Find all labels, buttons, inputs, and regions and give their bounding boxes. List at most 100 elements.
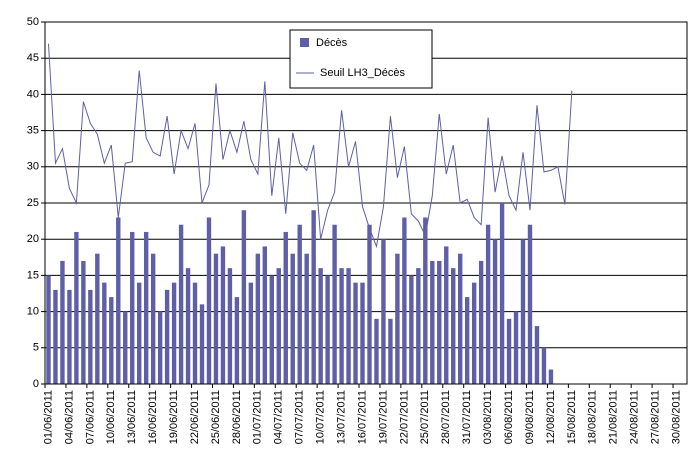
y-tick-label: 5	[33, 342, 39, 354]
bar	[123, 311, 128, 384]
bar	[478, 260, 484, 384]
y-tick-label: 0	[33, 378, 39, 390]
bar	[318, 268, 323, 384]
bar	[46, 275, 51, 384]
bar	[325, 275, 330, 384]
bar	[164, 289, 170, 384]
bar	[276, 268, 281, 384]
x-tick-label: 30/08/2011	[670, 390, 682, 444]
bar	[395, 253, 400, 384]
bar	[290, 253, 295, 384]
x-tick-label: 22/07/2011	[398, 390, 410, 444]
plot-border	[44, 21, 688, 385]
bar	[199, 304, 205, 384]
x-tick-label: 28/07/2011	[440, 390, 452, 444]
x-tick-label: 12/08/2011	[545, 390, 557, 444]
bar	[234, 297, 240, 384]
bar	[67, 289, 72, 384]
bar	[304, 253, 309, 384]
x-tick-label: 16/07/2011	[356, 390, 368, 444]
bar	[360, 282, 365, 384]
bar	[185, 268, 191, 384]
x-tick-label: 01/07/2011	[252, 390, 264, 444]
x-tick-label: 13/06/2011	[126, 390, 138, 444]
bar	[283, 231, 288, 384]
bar	[157, 311, 163, 384]
bar	[458, 253, 463, 384]
y-tick-label: 40	[27, 88, 39, 100]
bar	[402, 217, 407, 384]
legend-swatch	[300, 38, 309, 47]
bar	[374, 318, 379, 384]
y-tick-label: 10	[27, 306, 39, 318]
bar	[269, 275, 274, 384]
bar	[388, 318, 393, 384]
bar	[74, 231, 79, 384]
bar	[451, 268, 456, 384]
bar	[109, 297, 114, 384]
x-tick-label: 25/07/2011	[419, 390, 431, 444]
x-tick-label: 13/07/2011	[335, 390, 347, 444]
y-tick-label: 45	[27, 52, 39, 64]
bar	[367, 224, 372, 384]
y-tick-label: 30	[27, 161, 39, 173]
bar	[311, 210, 316, 384]
line	[47, 43, 573, 249]
bar	[541, 347, 547, 384]
bar	[471, 282, 477, 384]
legend-box	[289, 29, 433, 89]
x-tick-label: 25/06/2011	[210, 390, 222, 444]
bar	[60, 260, 65, 384]
bar	[143, 231, 149, 384]
bar	[53, 289, 58, 384]
x-tick-label: 22/06/2011	[189, 390, 201, 444]
bar	[220, 246, 226, 384]
bar	[548, 369, 554, 384]
x-tick-label: 19/06/2011	[168, 390, 180, 444]
x-tick-label: 01/06/2011	[42, 390, 54, 444]
x-tick-label: 27/08/2011	[650, 390, 662, 444]
bar	[171, 282, 177, 384]
x-tick-label: 15/08/2011	[566, 390, 578, 444]
bar	[409, 275, 414, 384]
bar	[381, 239, 386, 384]
y-tick-label: 35	[27, 125, 39, 137]
bar	[430, 260, 435, 384]
bar	[437, 260, 442, 384]
y-tick-label: 20	[27, 233, 39, 245]
x-tick-label: 09/08/2011	[524, 390, 536, 444]
legend: Décès Seuil LH3_Décès	[289, 29, 433, 89]
bar	[499, 203, 505, 384]
legend-label: Seuil LH3_Décès	[320, 67, 405, 79]
bar	[346, 268, 351, 384]
bar	[81, 260, 86, 384]
x-tick-label: 18/08/2011	[587, 390, 599, 444]
x-tick-label: 19/07/2011	[377, 390, 389, 444]
bar	[130, 231, 135, 384]
bar	[297, 224, 302, 384]
bar	[255, 253, 261, 384]
bar	[513, 311, 519, 384]
y-tick-label: 50	[27, 16, 39, 28]
bar	[262, 246, 268, 384]
bar	[178, 224, 184, 384]
x-tick-label: 04/07/2011	[273, 390, 285, 444]
bar	[332, 224, 337, 384]
bar	[241, 210, 247, 384]
bar	[423, 217, 428, 384]
bar	[534, 326, 540, 384]
bar	[192, 282, 198, 384]
bar	[206, 217, 212, 384]
bar	[137, 282, 142, 384]
bar	[95, 253, 100, 384]
bar	[339, 268, 344, 384]
plot-area: 0 5 10 15 20 25 30 35 40 45 50 01/06/2011 04/06/2011…	[27, 16, 688, 444]
x-tick-label: 04/06/2011	[63, 390, 75, 444]
bar	[102, 282, 107, 384]
x-tick-label: 28/06/2011	[231, 390, 243, 444]
bar	[444, 246, 449, 384]
bar	[248, 282, 254, 384]
legend-label: Décès	[316, 37, 348, 49]
bar	[485, 224, 491, 384]
